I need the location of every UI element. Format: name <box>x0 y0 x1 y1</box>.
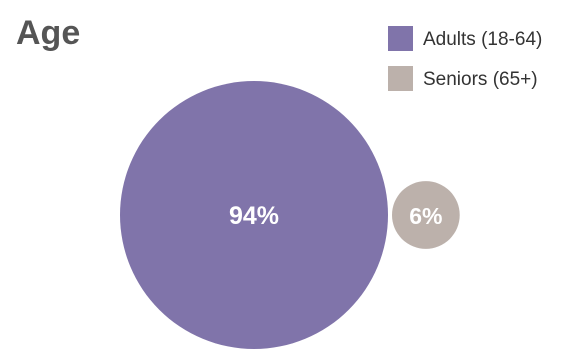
legend-label-adults-18-64: Adults (18-64) <box>423 29 542 50</box>
bubble-seniors-65 <box>392 181 460 249</box>
bubble-adults-18-64 <box>120 81 388 349</box>
legend-swatch-adults-18-64 <box>388 26 413 51</box>
bubbles: 94% 6% <box>120 81 460 349</box>
bubble-label-seniors-65: 6% <box>409 203 442 229</box>
chart-title: Age <box>16 14 80 52</box>
legend: Adults (18-64) Seniors (65+) <box>388 26 542 91</box>
legend-swatch-seniors-65 <box>388 66 413 91</box>
legend-label-seniors-65: Seniors (65+) <box>423 69 538 90</box>
bubble-label-adults-18-64: 94% <box>229 202 279 230</box>
